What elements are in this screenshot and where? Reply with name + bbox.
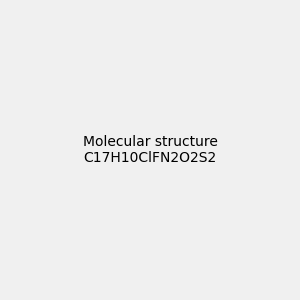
Text: Molecular structure
C17H10ClFN2O2S2: Molecular structure C17H10ClFN2O2S2 bbox=[82, 135, 218, 165]
